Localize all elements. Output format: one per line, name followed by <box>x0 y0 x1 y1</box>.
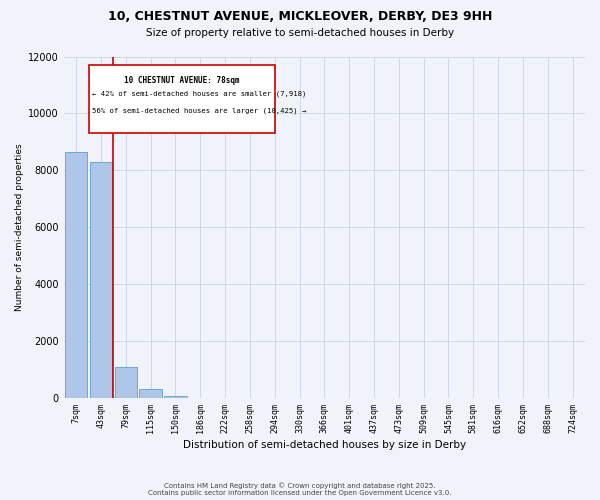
Y-axis label: Number of semi-detached properties: Number of semi-detached properties <box>15 144 24 311</box>
X-axis label: Distribution of semi-detached houses by size in Derby: Distribution of semi-detached houses by … <box>183 440 466 450</box>
FancyBboxPatch shape <box>89 65 275 134</box>
Text: 10 CHESTNUT AVENUE: 78sqm: 10 CHESTNUT AVENUE: 78sqm <box>124 76 239 85</box>
Text: Contains HM Land Registry data © Crown copyright and database right 2025.: Contains HM Land Registry data © Crown c… <box>164 482 436 489</box>
Text: Size of property relative to semi-detached houses in Derby: Size of property relative to semi-detach… <box>146 28 454 38</box>
Bar <box>65 152 88 398</box>
Bar <box>139 389 162 398</box>
Text: ← 42% of semi-detached houses are smaller (7,918): ← 42% of semi-detached houses are smalle… <box>92 90 307 97</box>
Bar <box>115 367 137 398</box>
Bar <box>90 162 112 398</box>
Text: 10, CHESTNUT AVENUE, MICKLEOVER, DERBY, DE3 9HH: 10, CHESTNUT AVENUE, MICKLEOVER, DERBY, … <box>108 10 492 23</box>
Text: Contains public sector information licensed under the Open Government Licence v3: Contains public sector information licen… <box>148 490 452 496</box>
Text: 56% of semi-detached houses are larger (10,425) →: 56% of semi-detached houses are larger (… <box>92 108 307 114</box>
Bar <box>164 396 187 398</box>
